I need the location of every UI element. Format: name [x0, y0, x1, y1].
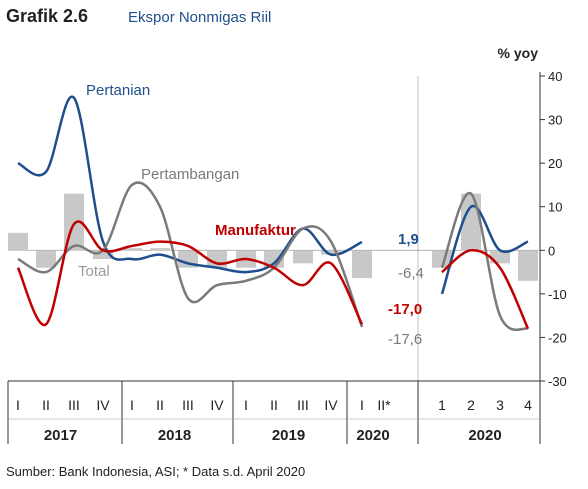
x-tick-label: I [360, 397, 364, 413]
series-line-pertanian-monthly [440, 204, 529, 295]
series-line-manufaktur-quarterly [16, 220, 364, 326]
x-year-label: 2020 [468, 427, 501, 444]
end-label: -17,0 [388, 301, 422, 318]
y-tick-label: -30 [548, 374, 567, 389]
total-bar [36, 250, 56, 268]
series-label-pertanian: Pertanian [86, 82, 150, 99]
x-year-label: 2017 [44, 427, 77, 444]
series-line-manufaktur-monthly [441, 249, 530, 330]
x-tick-label: I [16, 397, 20, 413]
y-tick-label: -10 [548, 287, 567, 302]
y-tick-label: 20 [548, 156, 562, 171]
chart-title: Ekspor Nonmigas Riil [128, 9, 271, 26]
x-tick-label: 2 [467, 397, 475, 413]
x-tick-label: IV [324, 397, 338, 413]
end-label: -6,4 [398, 265, 424, 282]
y-tick-label: 40 [548, 69, 562, 84]
x-tick-label: II* [377, 397, 391, 413]
y-tick-label: 30 [548, 113, 562, 128]
series-label-manufaktur: Manufaktur [215, 222, 296, 239]
plot-area: -30 -20 -10 0 10 20 30 40 Pertanian Pertambangan M… [7, 69, 567, 444]
x-tick-label: II [270, 397, 278, 413]
total-bar [352, 250, 372, 279]
total-bar [518, 250, 538, 281]
x-year-label: 2019 [272, 427, 305, 444]
x-tick-label: 4 [524, 397, 532, 413]
series-label-pertambangan: Pertambangan [141, 166, 239, 183]
total-bar [93, 250, 113, 259]
x-tick-label: I [130, 397, 134, 413]
x-year-label: 2018 [158, 427, 191, 444]
series-line-pertambangan-monthly [440, 192, 529, 332]
y-tick-label: -20 [548, 330, 567, 345]
end-label: 1,9 [398, 231, 419, 248]
x-tick-label: I [244, 397, 248, 413]
total-bar [150, 248, 170, 251]
x-tick-label: III [297, 397, 309, 413]
x-tick-label: II [42, 397, 50, 413]
series-line-pertambangan-quarterly [17, 181, 364, 328]
total-label: Total [78, 263, 110, 280]
x-tick-label: II [156, 397, 164, 413]
y-tick-label: 10 [548, 200, 562, 215]
x-tick-label: 1 [438, 397, 446, 413]
x-tick-label: IV [210, 397, 224, 413]
unit-label: % yoy [498, 45, 539, 61]
total-bar [122, 248, 142, 251]
end-label: -17,6 [388, 331, 422, 348]
total-bar [293, 250, 313, 264]
x-year-label: 2020 [356, 427, 389, 444]
figure-number: Grafik 2.6 [6, 6, 88, 26]
total-bar [8, 232, 28, 251]
x-tick-label: IV [96, 397, 110, 413]
x-tick-label: III [68, 397, 80, 413]
x-tick-label: 3 [496, 397, 504, 413]
total-bar [321, 250, 341, 255]
x-tick-label: III [182, 397, 194, 413]
source-note: Sumber: Bank Indonesia, ASI; * Data s.d.… [6, 464, 305, 479]
y-tick-label: 0 [548, 243, 555, 258]
